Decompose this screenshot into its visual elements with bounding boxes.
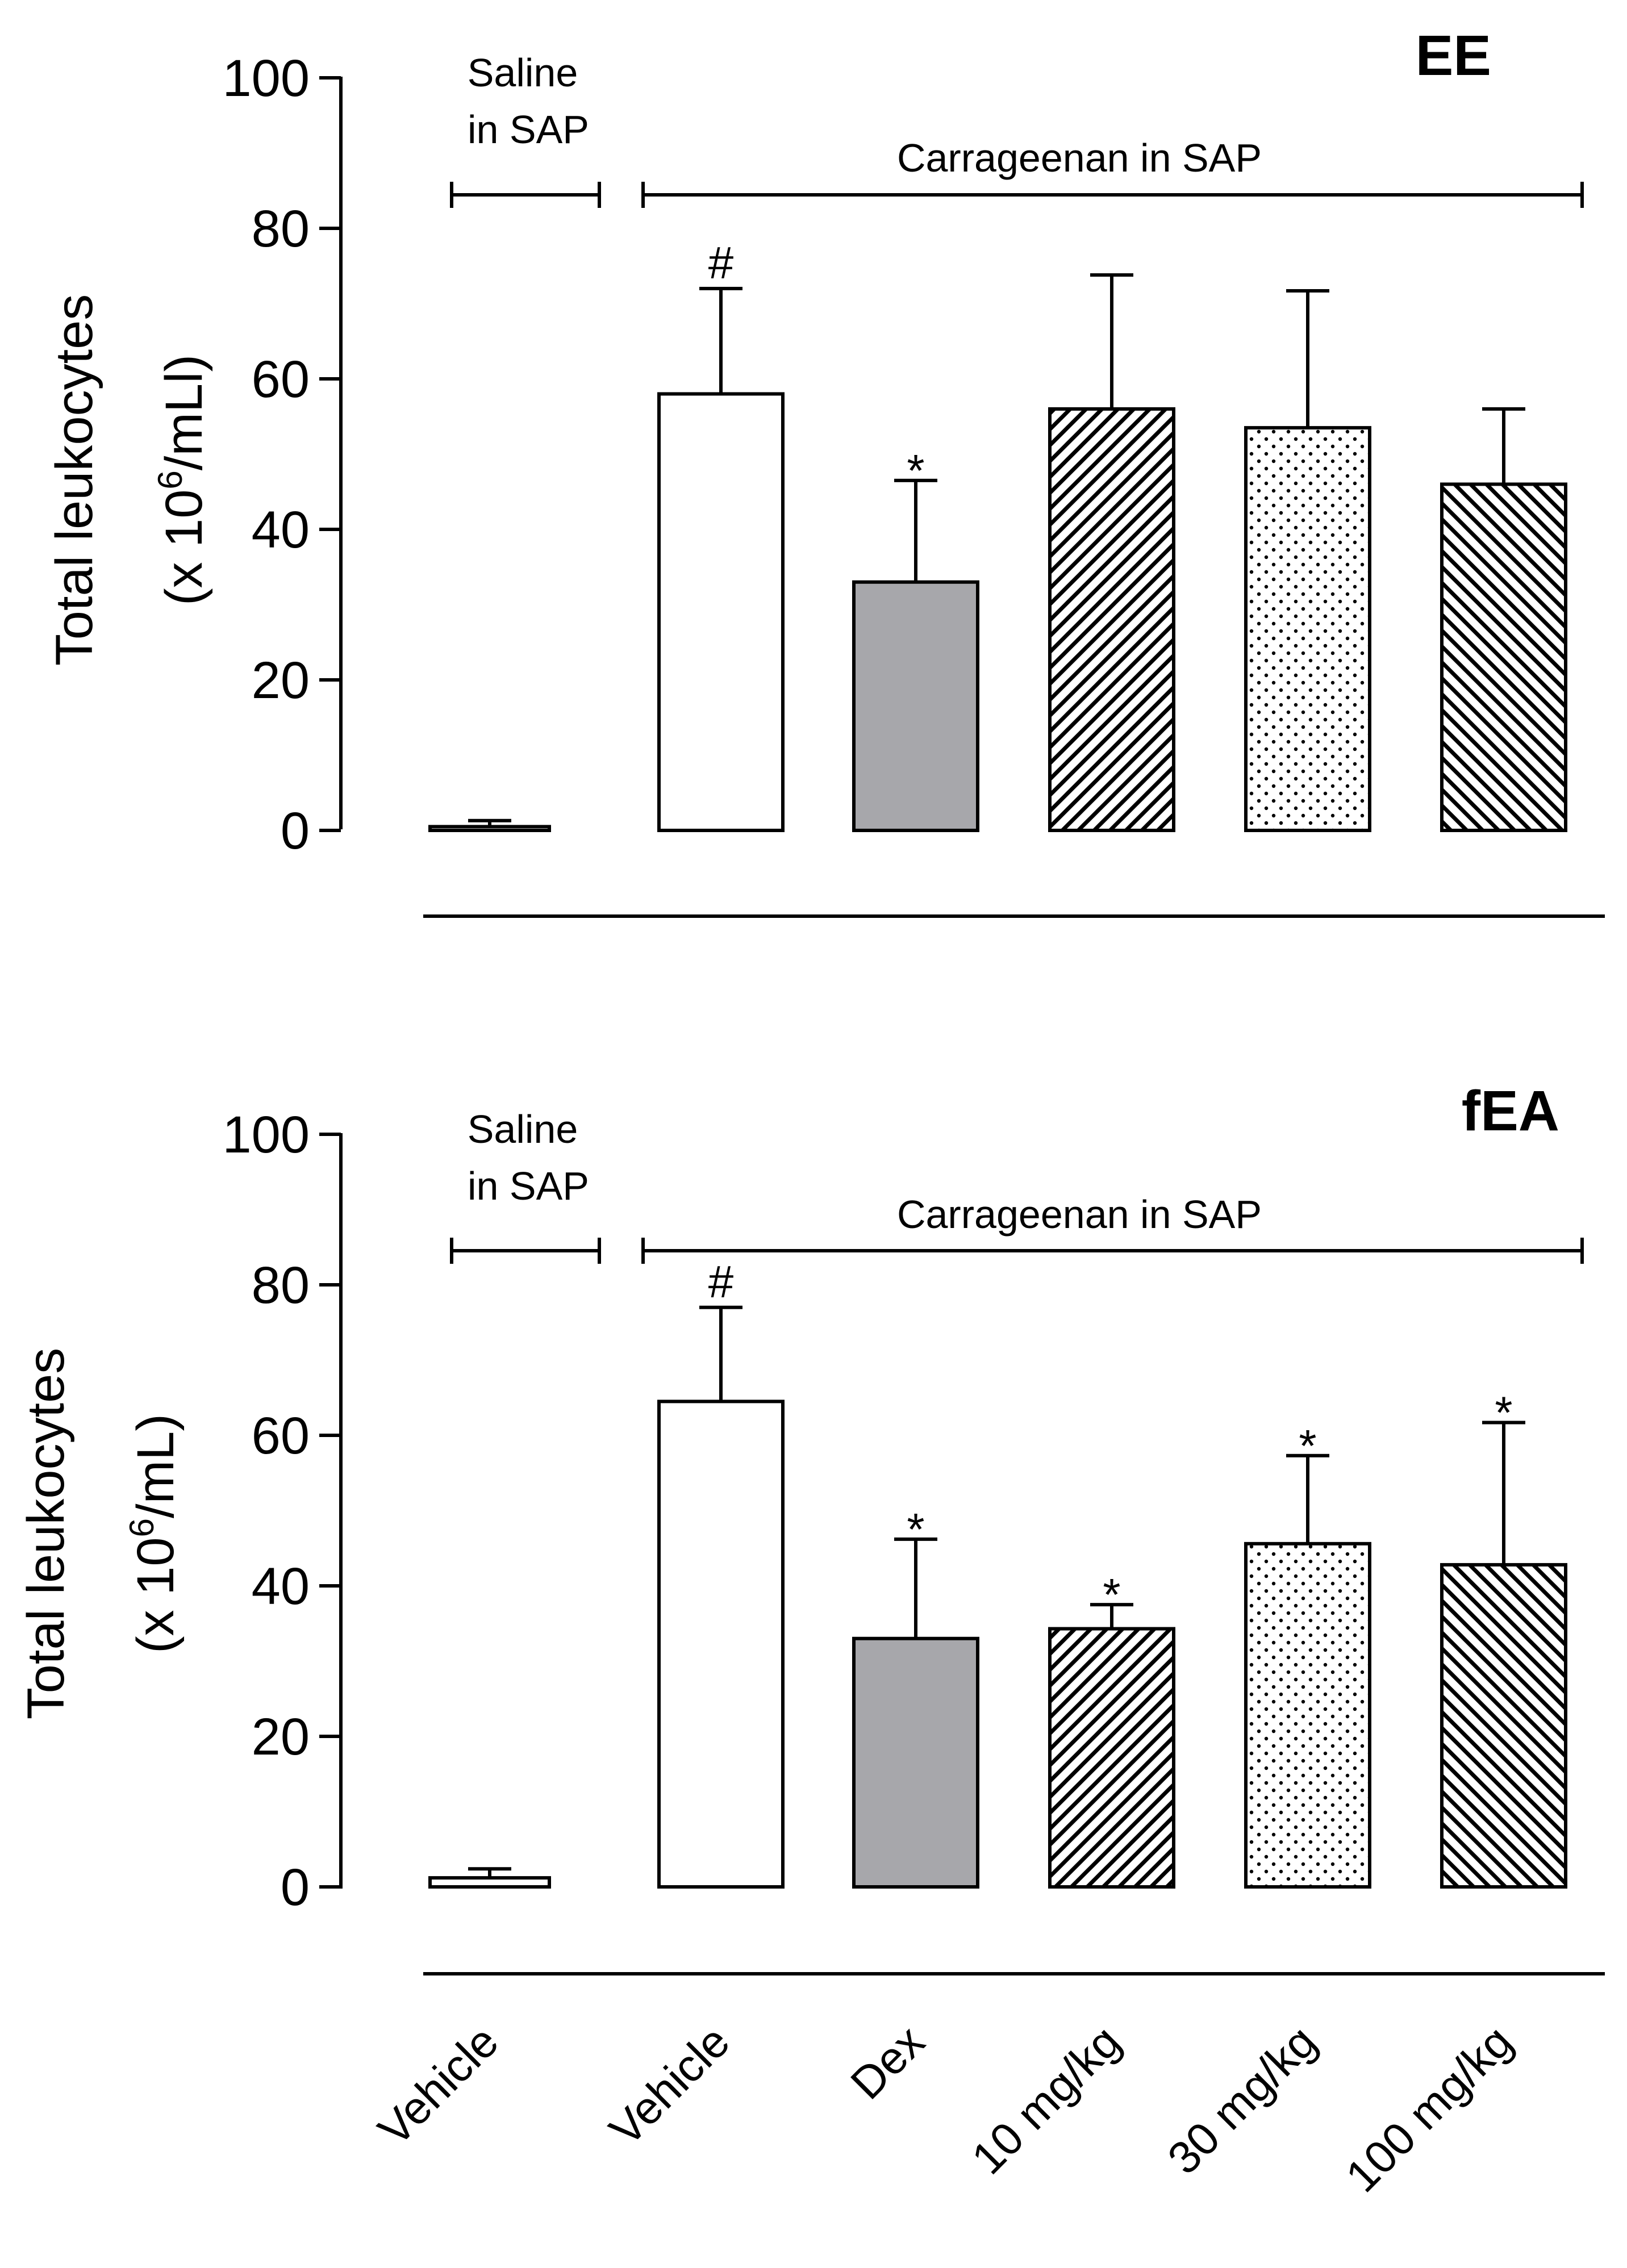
saline-label-line2: in SAP: [468, 1164, 589, 1208]
x-category-label: Vehicle: [600, 2016, 739, 2155]
bar: [1244, 426, 1371, 832]
bar: [657, 392, 785, 832]
chart-panel-ee: EE Total leukocytes (x 106/mLl) 0 20 40 60 8…: [45, 24, 1605, 918]
bar: [428, 825, 551, 832]
significance-mark: *: [1495, 1387, 1512, 1438]
significance-mark: *: [1299, 1421, 1316, 1471]
bars: #*: [428, 237, 1567, 832]
bar: [428, 1876, 551, 1889]
x-axis-labels: Vehicle Vehicle Dex 10 mg/kg 30 mg/kg 100 mg/…: [369, 2016, 1522, 2202]
x-category-label: 10 mg/kg: [962, 2016, 1130, 2184]
bar: [1244, 1542, 1371, 1889]
bar: [1048, 1627, 1175, 1889]
y-tick-label: 80: [252, 200, 310, 258]
chart-panel-fea: fEA Total leukocytes (x 106/mL) 0 20 40 60 8…: [17, 1079, 1605, 1975]
y-tick-label: 40: [252, 1557, 310, 1615]
y-tick-label: 60: [252, 350, 310, 408]
bar: [1440, 1563, 1567, 1889]
significance-mark: *: [1103, 1569, 1120, 1620]
bar: [1440, 482, 1567, 832]
y-tick-label: 60: [252, 1407, 310, 1465]
y-tick-label: 0: [281, 1858, 310, 1916]
saline-label-line1: Saline: [468, 1107, 578, 1151]
bars: # * * * *: [428, 1256, 1567, 1889]
saline-label-line2: in SAP: [468, 107, 589, 152]
y-tick-label: 0: [281, 802, 310, 860]
significance-mark: #: [708, 1256, 734, 1307]
x-category-label: Vehicle: [369, 2016, 508, 2155]
carrageenan-label: Carrageenan in SAP: [897, 136, 1262, 180]
significance-mark: #: [708, 237, 734, 288]
bar: [657, 1400, 785, 1889]
panel-label: fEA: [1462, 1079, 1559, 1143]
y-ticks: 0 20 40 60 80 100: [223, 1106, 341, 1916]
saline-label-line1: Saline: [468, 51, 578, 95]
significance-mark: *: [907, 445, 924, 496]
x-category-label: 100 mg/kg: [1336, 2016, 1522, 2202]
significance-mark: *: [907, 1504, 924, 1555]
carrageenan-label: Carrageenan in SAP: [897, 1192, 1262, 1237]
y-axis-unit: (x 106/mL): [123, 1414, 185, 1653]
bar: [852, 1636, 979, 1889]
y-tick-label: 100: [223, 49, 310, 107]
x-category-label: 30 mg/kg: [1158, 2016, 1326, 2184]
y-axis-title: Total leukocytes: [17, 1348, 75, 1720]
y-axis-unit: (x 106/mLl): [151, 354, 213, 605]
bar: [852, 580, 979, 832]
y-ticks: 0 20 40 60 80 100: [223, 49, 341, 860]
x-category-label: Dex: [841, 2016, 934, 2109]
y-tick-label: 20: [252, 651, 310, 709]
y-tick-label: 100: [223, 1106, 310, 1164]
y-axis-title: Total leukocytes: [45, 294, 103, 666]
y-tick-label: 40: [252, 501, 310, 559]
y-tick-label: 80: [252, 1256, 310, 1314]
y-tick-label: 20: [252, 1708, 310, 1766]
bar: [1048, 407, 1175, 832]
panel-label: EE: [1416, 24, 1491, 87]
